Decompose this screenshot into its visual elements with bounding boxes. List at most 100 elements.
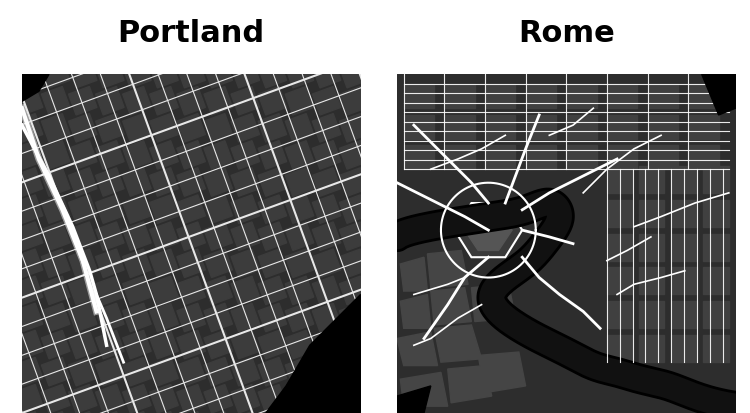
Polygon shape [0,86,16,115]
Polygon shape [68,0,97,7]
Polygon shape [475,222,503,250]
Polygon shape [14,168,43,196]
Polygon shape [421,385,449,413]
Polygon shape [150,114,178,142]
Polygon shape [285,32,314,61]
Polygon shape [312,32,340,61]
Polygon shape [68,59,97,88]
Bar [444,115,475,139]
Polygon shape [312,222,340,250]
Polygon shape [312,412,340,413]
Polygon shape [394,168,422,196]
Polygon shape [150,0,178,7]
Polygon shape [448,249,476,278]
Polygon shape [231,412,260,413]
Polygon shape [0,330,16,359]
Polygon shape [14,0,43,7]
Polygon shape [475,330,503,359]
Polygon shape [448,303,476,332]
Polygon shape [448,195,476,223]
Bar [485,115,515,139]
Polygon shape [258,276,286,305]
Polygon shape [231,141,260,169]
Polygon shape [421,412,449,413]
Polygon shape [430,288,472,325]
Polygon shape [95,249,124,278]
Polygon shape [204,168,232,196]
Polygon shape [367,5,395,34]
Polygon shape [231,5,260,34]
Polygon shape [150,141,178,169]
Polygon shape [95,5,124,34]
Bar [671,335,697,362]
Polygon shape [68,357,97,386]
Bar [607,267,632,294]
Polygon shape [285,385,314,413]
Polygon shape [367,32,395,61]
Polygon shape [41,276,70,305]
Polygon shape [454,203,522,257]
Bar [639,166,664,193]
Polygon shape [312,303,340,332]
Polygon shape [367,195,395,223]
Polygon shape [502,141,530,169]
Polygon shape [14,141,43,169]
Polygon shape [448,5,476,34]
Polygon shape [41,222,70,250]
Polygon shape [0,168,16,196]
Bar [444,85,475,108]
Polygon shape [285,5,314,34]
Polygon shape [68,114,97,142]
Polygon shape [258,114,286,142]
Polygon shape [68,222,97,250]
Polygon shape [502,0,530,7]
Polygon shape [475,5,503,34]
Polygon shape [312,114,340,142]
Polygon shape [448,114,476,142]
Polygon shape [177,330,206,359]
Polygon shape [258,0,286,7]
Bar [607,85,638,108]
Bar [607,145,638,169]
Polygon shape [312,0,340,7]
Polygon shape [340,276,368,305]
Polygon shape [68,303,97,332]
Polygon shape [394,357,422,386]
Polygon shape [421,357,449,386]
Polygon shape [529,195,557,223]
Bar [566,85,597,108]
Polygon shape [448,276,476,305]
Polygon shape [529,86,557,115]
Polygon shape [123,168,152,196]
Bar [704,199,729,227]
Polygon shape [14,249,43,278]
Polygon shape [434,325,482,362]
Polygon shape [177,5,206,34]
Polygon shape [231,222,260,250]
Polygon shape [123,5,152,34]
Polygon shape [0,276,16,305]
Polygon shape [502,385,530,413]
Polygon shape [285,276,314,305]
Polygon shape [285,141,314,169]
Polygon shape [231,357,260,386]
Polygon shape [312,195,340,223]
Polygon shape [421,195,449,223]
Polygon shape [502,357,530,386]
Polygon shape [448,0,476,7]
Polygon shape [285,249,314,278]
Polygon shape [478,352,526,393]
Polygon shape [400,294,430,328]
Polygon shape [231,303,260,332]
Polygon shape [123,114,152,142]
Polygon shape [475,0,503,7]
Polygon shape [529,59,557,88]
Polygon shape [41,0,70,7]
Bar [671,267,697,294]
Polygon shape [68,195,97,223]
Polygon shape [95,222,124,250]
Bar [526,145,556,169]
Polygon shape [502,330,530,359]
Polygon shape [14,385,43,413]
Polygon shape [340,168,368,196]
